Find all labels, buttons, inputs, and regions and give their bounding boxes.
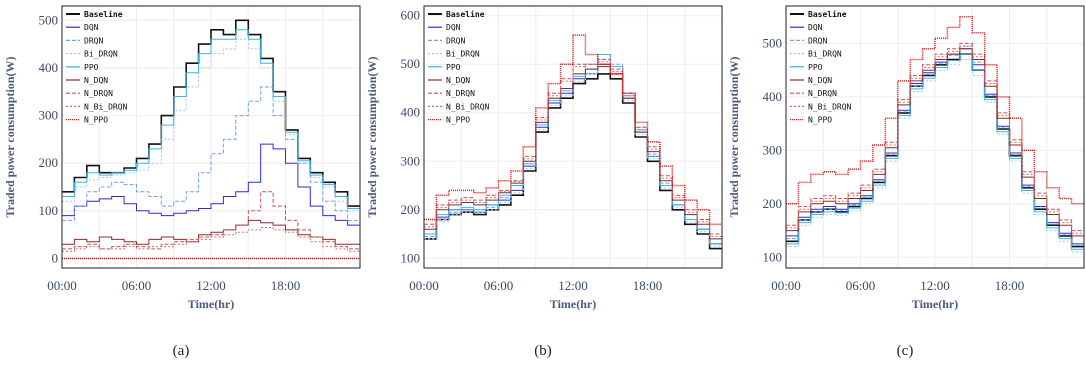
x-tick-label: 06:00 [122, 278, 152, 293]
legend-label: PPO [808, 63, 823, 72]
series-line-n-ppo [424, 34, 722, 226]
legend-label: Baseline [446, 9, 485, 19]
x-tick-label: 12:00 [196, 278, 226, 293]
y-tick-label: 300 [39, 108, 59, 123]
x-tick-label: 18:00 [995, 278, 1025, 293]
x-tick-label: 12:00 [920, 278, 950, 293]
x-tick-label: 00:00 [771, 278, 801, 293]
x-axis-label: Time(hr) [550, 297, 596, 311]
legend-label: N_Bi_DRQN [446, 102, 490, 111]
legend-label: DRQN [446, 36, 465, 45]
x-tick-label: 18:00 [271, 278, 301, 293]
y-axis-label: Traded power consumption(W) [727, 57, 741, 218]
x-tick-label: 00:00 [47, 278, 77, 293]
legend-label: N_Bi_DRQN [84, 102, 128, 111]
legend-label: DRQN [808, 36, 827, 45]
legend: Baseline DQN DRQN Bi_DRQN PPO N_DQN N_DRQN N_Bi… [790, 9, 852, 125]
legend-label: PPO [446, 63, 461, 72]
y-tick-label: 400 [763, 89, 783, 104]
x-tick-label: 00:00 [409, 278, 439, 293]
legend-label: N_DRQN [808, 89, 837, 98]
legend-label: Bi_DRQN [84, 50, 118, 59]
chart-svg: 0 100 200 300 400 500 00:00 06:00 12:00 18:00 Time… [3, 5, 361, 311]
y-tick-label: 200 [763, 196, 783, 211]
x-axis-label: Time(hr) [188, 297, 234, 311]
legend-label: DQN [446, 23, 461, 32]
x-tick-label: 06:00 [846, 278, 876, 293]
x-axis-label: Time(hr) [912, 297, 958, 311]
legend-label: Bi_DRQN [446, 50, 480, 59]
y-tick-label: 100 [39, 203, 59, 218]
legend-label: N_DQN [808, 76, 832, 85]
legend-label: DQN [84, 23, 99, 32]
legend-label: DRQN [84, 36, 103, 45]
chart-svg: 100 200 300 400 500 00:00 06:00 12:00 18:00 Time(… [727, 5, 1085, 311]
legend-label: N_DQN [84, 76, 108, 85]
legend-label: N_DRQN [84, 89, 113, 98]
x-tick-label: 12:00 [558, 278, 588, 293]
series-line-n-bi-drqn [62, 227, 360, 252]
y-tick-label: 300 [763, 142, 783, 157]
plot-frame [785, 5, 1085, 269]
y-tick-label: 300 [401, 153, 421, 168]
y-tick-label: 500 [39, 12, 59, 27]
chart-svg: 100 200 300 400 500 600 00:00 06:00 12:00 18:00 Ti… [365, 5, 723, 311]
chart-panel-b: 100 200 300 400 500 600 00:00 06:00 12:00 18:00 Ti… [362, 0, 724, 370]
panel-caption: (b) [534, 343, 552, 359]
series-line-n-bi-drqn [424, 61, 722, 237]
legend: Baseline DQN DRQN Bi_DRQN PPO N_DQN N_DRQN N_Bi… [428, 9, 490, 125]
legend-label: PPO [84, 63, 99, 72]
y-axis-label: Traded power consumption(W) [365, 57, 379, 218]
y-tick-label: 400 [401, 105, 421, 120]
chart-panel-a: 0 100 200 300 400 500 00:00 06:00 12:00 18:00 Time… [0, 0, 362, 370]
y-tick-label: 400 [39, 60, 59, 75]
series-line-ppo [62, 29, 360, 209]
panel-caption: (c) [896, 343, 914, 359]
legend-label: Baseline [84, 9, 123, 19]
series-line-n-bi-drqn [786, 45, 1084, 234]
legend-label: Baseline [808, 9, 847, 19]
legend: Baseline DQN DRQN Bi_DRQN PPO N_DQN N_DRQN N_Bi… [66, 9, 128, 125]
legend-label: N_PPO [446, 116, 470, 125]
plot-frame [61, 5, 361, 269]
series-line-dqn [62, 143, 360, 226]
legend-label: N_DRQN [446, 89, 475, 98]
y-tick-label: 100 [763, 249, 783, 264]
y-tick-label: 500 [763, 35, 783, 50]
x-tick-label: 18:00 [633, 278, 663, 293]
y-axis-label: Traded power consumption(W) [3, 57, 17, 218]
legend-label: N_Bi_DRQN [808, 102, 852, 111]
series-line-n-ppo [786, 15, 1084, 205]
legend-label: N_PPO [84, 116, 108, 125]
series-line-bi-drqn [424, 58, 722, 247]
y-tick-label: 200 [39, 155, 59, 170]
legend-label: N_PPO [808, 116, 832, 125]
series-line-drqn [62, 86, 360, 221]
chart-panel-c: 100 200 300 400 500 00:00 06:00 12:00 18:00 Time(… [724, 0, 1086, 370]
legend-label: N_DQN [446, 76, 470, 85]
panel-caption: (a) [172, 343, 190, 359]
plot-frame [423, 5, 723, 269]
y-tick-label: 600 [401, 8, 421, 23]
x-tick-label: 06:00 [484, 278, 514, 293]
y-tick-label: 100 [401, 250, 421, 265]
legend-label: Bi_DRQN [808, 50, 842, 59]
series-line-n-drqn [62, 191, 360, 250]
y-tick-label: 500 [401, 56, 421, 71]
y-tick-label: 200 [401, 202, 421, 217]
legend-label: DQN [808, 23, 823, 32]
y-tick-label: 0 [52, 250, 59, 265]
